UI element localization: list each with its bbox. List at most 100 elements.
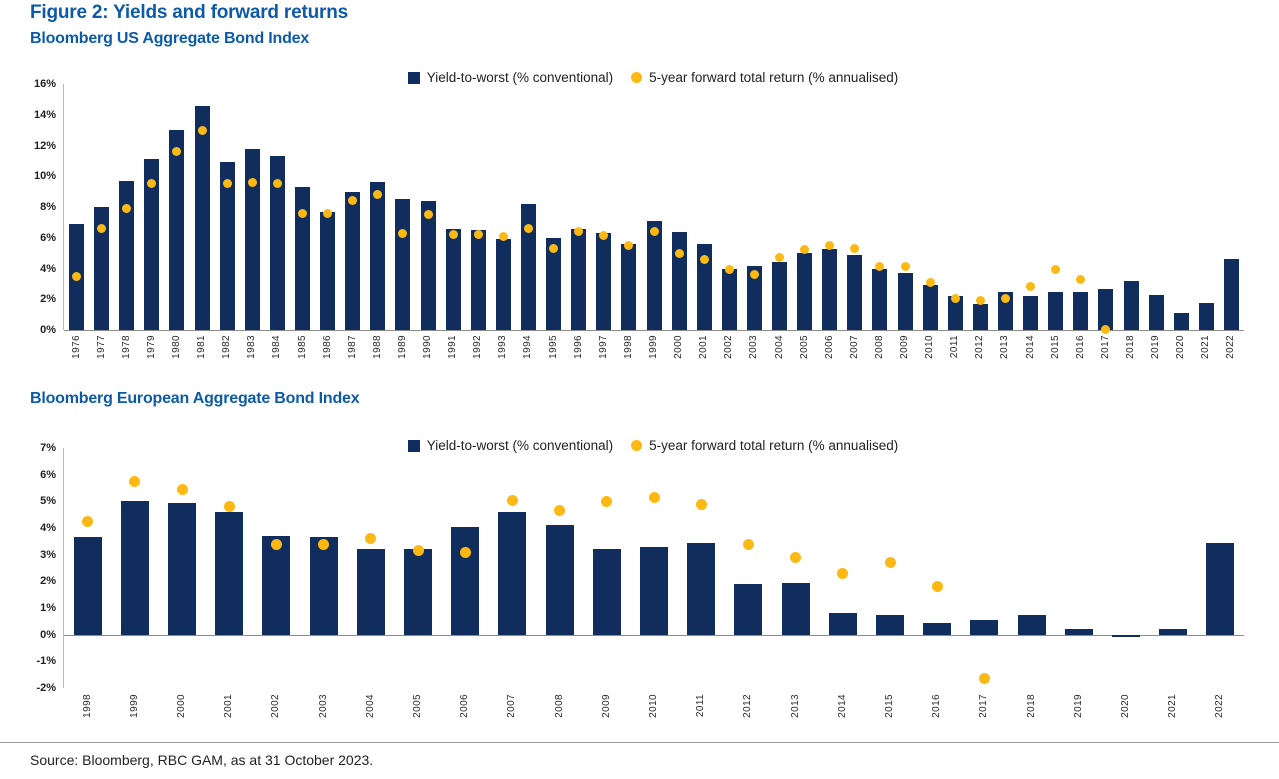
yield-bar xyxy=(269,156,285,330)
x-tick-label: 1985 xyxy=(296,335,308,359)
us-chart-title: Bloomberg US Aggregate Bond Index xyxy=(30,30,310,47)
yield-bar xyxy=(345,191,361,330)
x-tick-label: 2010 xyxy=(648,694,659,718)
x-tick-label: 1984 xyxy=(271,335,283,359)
x-tick-label: 1982 xyxy=(221,335,233,359)
x-tick-label: 1979 xyxy=(145,335,157,359)
forward-return-dot xyxy=(72,271,82,281)
x-tick-label: 1999 xyxy=(648,335,659,359)
x-tick-label: 2005 xyxy=(412,694,423,718)
forward-return-dot xyxy=(800,244,810,254)
x-tick-label: 1995 xyxy=(547,335,559,359)
x-tick-label: 2007 xyxy=(506,694,518,718)
yield-bar xyxy=(922,284,938,330)
bar-legend-swatch-icon xyxy=(407,439,420,452)
yield-bar xyxy=(445,228,461,330)
yield-bar xyxy=(1159,629,1188,635)
y-tick-label: 3% xyxy=(40,548,56,561)
forward-return-dot xyxy=(365,533,377,545)
forward-return-dot xyxy=(298,208,307,218)
y-tick-label: 8% xyxy=(40,201,56,213)
x-tick-label: 1987 xyxy=(346,335,358,359)
yield-bar xyxy=(1048,291,1064,330)
yield-bar xyxy=(1064,629,1093,635)
forward-return-dot xyxy=(950,293,960,303)
x-tick-label: 2009 xyxy=(600,694,612,718)
bar-legend-swatch-icon xyxy=(407,71,420,84)
x-tick-label: 2012 xyxy=(974,335,986,359)
x-tick-label: 1993 xyxy=(497,335,509,359)
y-tick-label: 2% xyxy=(40,293,56,306)
forward-return-dot xyxy=(459,546,471,558)
y-tick-label: 4% xyxy=(40,262,56,275)
x-tick-label: 1991 xyxy=(447,335,459,359)
yield-bar xyxy=(295,187,310,330)
yield-bar xyxy=(1098,289,1114,330)
forward-return-dot xyxy=(749,270,759,280)
x-tick-label: 2017 xyxy=(1099,335,1111,359)
yield-bar xyxy=(404,549,432,635)
x-tick-label: 1994 xyxy=(522,335,534,359)
yield-bar xyxy=(671,231,687,330)
dot-legend-label: 5-year forward total return (% annualise… xyxy=(649,438,899,453)
footer-divider xyxy=(0,742,1279,743)
zero-axis-line xyxy=(64,634,1244,636)
yield-bar xyxy=(596,233,612,330)
forward-return-dot xyxy=(172,147,182,157)
x-tick-label: 2002 xyxy=(270,694,282,718)
yield-bar xyxy=(797,253,813,330)
x-tick-label: 2005 xyxy=(798,335,810,359)
y-tick-label: -1% xyxy=(36,655,56,668)
x-tick-label: 2016 xyxy=(931,694,943,718)
yield-bar xyxy=(1017,614,1046,635)
x-tick-label: 2013 xyxy=(999,335,1011,359)
yield-bar xyxy=(219,162,235,330)
x-tick-label: 2015 xyxy=(1049,335,1061,359)
x-tick-label: 2001 xyxy=(698,335,710,359)
x-tick-label: 2009 xyxy=(899,335,911,359)
yield-bar xyxy=(1223,258,1239,330)
eu-plot-area: 7% 6% 5% 4% 3% 2% 1% 0% -1% -2% 1998 1999 2000 2001 20… xyxy=(36,442,1244,718)
forward-return-dot xyxy=(884,557,896,569)
forward-return-dot xyxy=(222,179,232,189)
y-tick-label: 12% xyxy=(33,139,56,152)
x-tick-label: 2016 xyxy=(1074,335,1086,359)
x-tick-label: 1977 xyxy=(95,335,107,359)
yield-bar xyxy=(194,105,210,330)
x-tick-label: 2006 xyxy=(459,694,471,718)
y-tick-label: 4% xyxy=(40,522,56,534)
yield-bar xyxy=(356,549,385,635)
x-tick-label: 1999 xyxy=(128,694,140,718)
yield-bar xyxy=(1112,634,1140,638)
forward-return-dot xyxy=(176,483,188,495)
x-tick-label: 2001 xyxy=(223,694,235,718)
yield-bar xyxy=(897,273,913,330)
source-note: Source: Bloomberg, RBC GAM, as at 31 Oct… xyxy=(30,752,374,768)
yield-bar xyxy=(621,243,637,330)
x-tick-label: 2002 xyxy=(723,335,735,359)
forward-return-dot xyxy=(1101,324,1111,334)
x-tick-label: 2003 xyxy=(748,335,760,359)
x-tick-label: 1986 xyxy=(321,335,333,359)
eu-legend: Yield-to-worst (% conventional) 5-year f… xyxy=(63,438,1243,453)
forward-return-dot xyxy=(523,224,533,234)
x-tick-label: 2008 xyxy=(873,335,885,359)
yield-bar xyxy=(370,182,386,330)
yield-bar xyxy=(1123,280,1139,330)
us-legend-bar-item: Yield-to-worst (% conventional) xyxy=(407,70,614,85)
bar-legend-label: Yield-to-worst (% conventional) xyxy=(426,70,614,85)
yield-bar xyxy=(876,614,904,635)
forward-return-dot xyxy=(931,581,943,593)
yield-bar xyxy=(972,303,988,330)
forward-return-dot xyxy=(348,196,358,206)
dot-legend-swatch-icon xyxy=(631,440,643,451)
forward-return-dot xyxy=(624,240,634,250)
x-tick-label: 1998 xyxy=(622,335,634,359)
x-tick-label: 1996 xyxy=(572,335,584,359)
x-tick-label: 2012 xyxy=(742,694,754,718)
forward-return-dot xyxy=(1000,293,1010,303)
y-tick-label: -2% xyxy=(36,682,56,694)
forward-return-dot xyxy=(574,227,584,237)
yield-bar xyxy=(309,537,338,635)
